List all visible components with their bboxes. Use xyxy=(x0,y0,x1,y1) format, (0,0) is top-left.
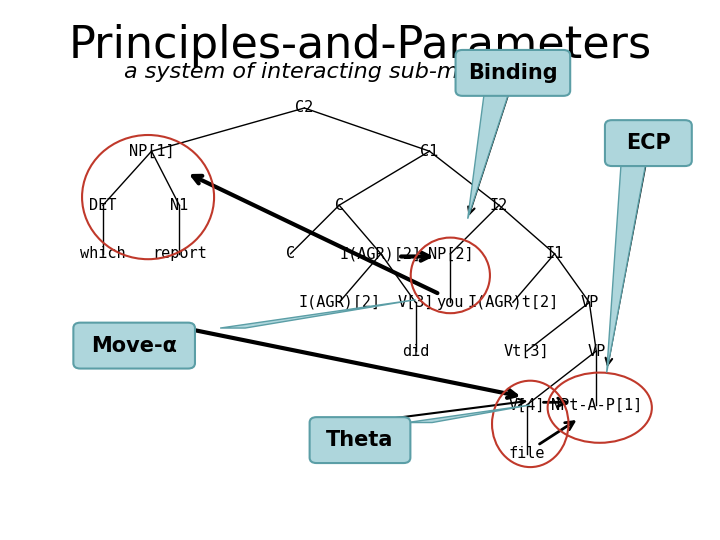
Text: file: file xyxy=(508,446,545,461)
Text: VP: VP xyxy=(587,343,606,359)
Text: I1: I1 xyxy=(546,246,564,261)
Text: NPt-A-P[1]: NPt-A-P[1] xyxy=(551,397,642,413)
Text: C: C xyxy=(286,246,295,261)
Text: which: which xyxy=(80,246,126,261)
Text: C1: C1 xyxy=(420,144,438,159)
Polygon shape xyxy=(220,300,415,328)
Text: report: report xyxy=(152,246,207,261)
Text: NP[1]: NP[1] xyxy=(129,144,174,159)
Text: a system of interacting sub-modules: a system of interacting sub-modules xyxy=(124,62,531,82)
Polygon shape xyxy=(407,405,530,422)
Text: Binding: Binding xyxy=(468,63,558,83)
Text: C2: C2 xyxy=(295,100,313,116)
Text: I(AGR)t[2]: I(AGR)t[2] xyxy=(467,295,559,310)
Text: Principles-and-Parameters: Principles-and-Parameters xyxy=(68,24,652,68)
Polygon shape xyxy=(468,90,510,219)
Text: Theta: Theta xyxy=(326,430,394,450)
Text: I(AGR)[2]: I(AGR)[2] xyxy=(340,246,422,261)
Text: N1: N1 xyxy=(170,198,189,213)
Text: C: C xyxy=(335,198,343,213)
FancyBboxPatch shape xyxy=(310,417,410,463)
Polygon shape xyxy=(607,160,647,373)
Text: I2: I2 xyxy=(490,198,508,213)
Text: ECP: ECP xyxy=(626,133,671,153)
Text: V[4]: V[4] xyxy=(508,397,545,413)
FancyBboxPatch shape xyxy=(73,322,195,368)
Text: Vt[3]: Vt[3] xyxy=(504,343,549,359)
Text: I(AGR)[2]: I(AGR)[2] xyxy=(298,295,380,310)
Text: you: you xyxy=(436,295,464,310)
FancyBboxPatch shape xyxy=(605,120,692,166)
FancyBboxPatch shape xyxy=(456,50,570,96)
Text: DET: DET xyxy=(89,198,117,213)
Text: VP: VP xyxy=(580,295,598,310)
Text: NP[2]: NP[2] xyxy=(428,246,473,261)
Text: Move-α: Move-α xyxy=(91,335,177,356)
Text: V[3]: V[3] xyxy=(397,295,434,310)
Text: did: did xyxy=(402,343,429,359)
